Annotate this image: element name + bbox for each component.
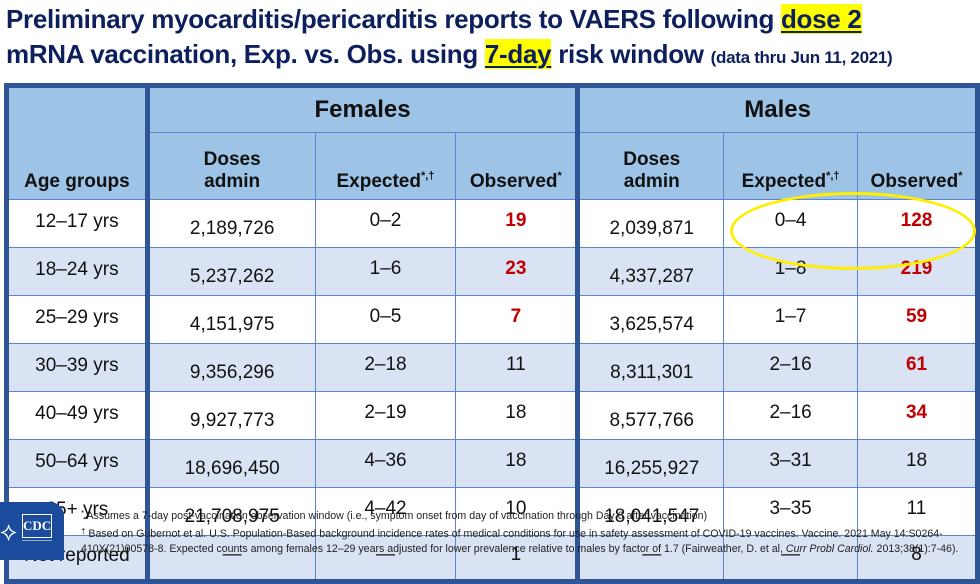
males-observed-header: Observed* xyxy=(857,132,980,200)
males-header: Males xyxy=(577,83,980,133)
age-cell: 50–64 yrs xyxy=(4,439,150,488)
males-observed-cell: 18 xyxy=(857,439,980,488)
males-doses-cell: 16,255,927 xyxy=(577,439,725,488)
males-observed-cell: 219 xyxy=(857,247,980,296)
females-doses-header: Doses admin xyxy=(146,132,316,200)
hhs-eagle-icon: ⟡ xyxy=(0,516,18,546)
males-doses-cell: 8,577,766 xyxy=(577,391,725,440)
females-doses-cell: 9,927,773 xyxy=(146,391,316,440)
footnote-2: † Based on Gubernot et al. U.S. Populati… xyxy=(81,527,959,555)
myocarditis-table: Age groups Females Males Doses admin Exp… xyxy=(4,83,980,584)
logo-tagline-rule xyxy=(22,540,52,547)
table-row: 50–64 yrs 18,696,450 4–36 18 16,255,927 3–31 1… xyxy=(4,439,980,488)
males-expected-cell: 2–16 xyxy=(723,391,859,440)
females-doses-cell: 5,237,262 xyxy=(146,247,316,296)
males-observed-cell: 34 xyxy=(857,391,980,440)
slide-title: Preliminary myocarditis/pericarditis rep… xyxy=(6,2,978,75)
males-observed-cell: 59 xyxy=(857,295,980,344)
age-cell: 40–49 yrs xyxy=(4,391,150,440)
males-observed-cell: 61 xyxy=(857,343,980,392)
table-row: 18–24 yrs 5,237,262 1–6 23 4,337,287 1–8 219 xyxy=(4,247,980,296)
males-doses-cell: 18,041,547 xyxy=(577,487,725,536)
females-doses-cell: 21,708,975 xyxy=(146,487,316,536)
table-row: 25–29 yrs 4,151,975 0–5 7 3,625,574 1–7 59 xyxy=(4,295,980,344)
females-observed-cell: 10 xyxy=(455,487,581,536)
title-line2-suffix: risk window xyxy=(551,39,711,69)
females-observed-cell: 19 xyxy=(455,199,581,248)
females-observed-cell: 18 xyxy=(455,391,581,440)
males-doses-cell: 3,625,574 xyxy=(577,295,725,344)
table-row: 65+ yrs 21,708,975 4–42 10 18,041,547 3–35 11 xyxy=(4,487,980,536)
females-observed-cell: 7 xyxy=(455,295,581,344)
age-cell: 18–24 yrs xyxy=(4,247,150,296)
females-observed-cell: 18 xyxy=(455,439,581,488)
title-highlight-window: 7-day xyxy=(484,39,552,69)
females-expected-cell: 0–2 xyxy=(314,199,457,248)
age-cell: 25–29 yrs xyxy=(4,295,150,344)
males-expected-cell: 2–16 xyxy=(723,343,859,392)
females-doses-cell: 4,151,975 xyxy=(146,295,316,344)
footnote-1: * Assumes a 7-day post-vaccination obser… xyxy=(81,509,708,522)
males-doses-cell: 8,311,301 xyxy=(577,343,725,392)
table-row: 12–17 yrs 2,189,726 0–2 19 2,039,871 0–4 128 xyxy=(4,199,980,248)
age-cell: 12–17 yrs xyxy=(4,199,150,248)
cdc-logo-text: CDC xyxy=(22,514,52,538)
males-expected-cell: 3–35 xyxy=(723,487,859,536)
females-expected-cell: 1–6 xyxy=(314,247,457,296)
age-groups-header: Age groups xyxy=(4,83,150,200)
title-highlight-dose: dose 2 xyxy=(780,4,862,34)
females-expected-cell: 4–42 xyxy=(314,487,457,536)
males-expected-header: Expected*,† xyxy=(723,132,859,200)
males-expected-cell: 1–8 xyxy=(723,247,859,296)
females-observed-header: Observed* xyxy=(455,132,581,200)
males-doses-header: Doses admin xyxy=(577,132,725,200)
females-expected-cell: 4–36 xyxy=(314,439,457,488)
title-line2-text: mRNA vaccination, Exp. vs. Obs. using xyxy=(6,39,485,69)
females-expected-cell: 2–19 xyxy=(314,391,457,440)
males-expected-cell: 3–31 xyxy=(723,439,859,488)
table-row: 30–39 yrs 9,356,296 2–18 11 8,311,301 2–16 61 xyxy=(4,343,980,392)
males-expected-cell: 1–7 xyxy=(723,295,859,344)
table-row: 40–49 yrs 9,927,773 2–19 18 8,577,766 2–16 34 xyxy=(4,391,980,440)
footer: ⟡ CDC * Assumes a 7-day post-vaccination… xyxy=(0,502,980,560)
males-expected-cell: 0–4 xyxy=(723,199,859,248)
cdc-logo: ⟡ CDC xyxy=(0,502,64,560)
females-expected-header: Expected*,† xyxy=(314,132,457,200)
title-data-note: (data thru Jun 11, 2021) xyxy=(710,48,893,67)
females-header: Females xyxy=(146,83,581,133)
females-expected-cell: 2–18 xyxy=(314,343,457,392)
females-doses-cell: 9,356,296 xyxy=(146,343,316,392)
females-observed-cell: 11 xyxy=(455,343,581,392)
females-expected-cell: 0–5 xyxy=(314,295,457,344)
males-doses-cell: 4,337,287 xyxy=(577,247,725,296)
females-doses-cell: 2,189,726 xyxy=(146,199,316,248)
footnotes: * Assumes a 7-day post-vaccination obser… xyxy=(81,506,976,557)
title-line1-text: Preliminary myocarditis/pericarditis rep… xyxy=(6,4,781,34)
females-doses-cell: 18,696,450 xyxy=(146,439,316,488)
females-observed-cell: 23 xyxy=(455,247,581,296)
males-doses-cell: 2,039,871 xyxy=(577,199,725,248)
males-observed-cell: 128 xyxy=(857,199,980,248)
age-cell: 30–39 yrs xyxy=(4,343,150,392)
